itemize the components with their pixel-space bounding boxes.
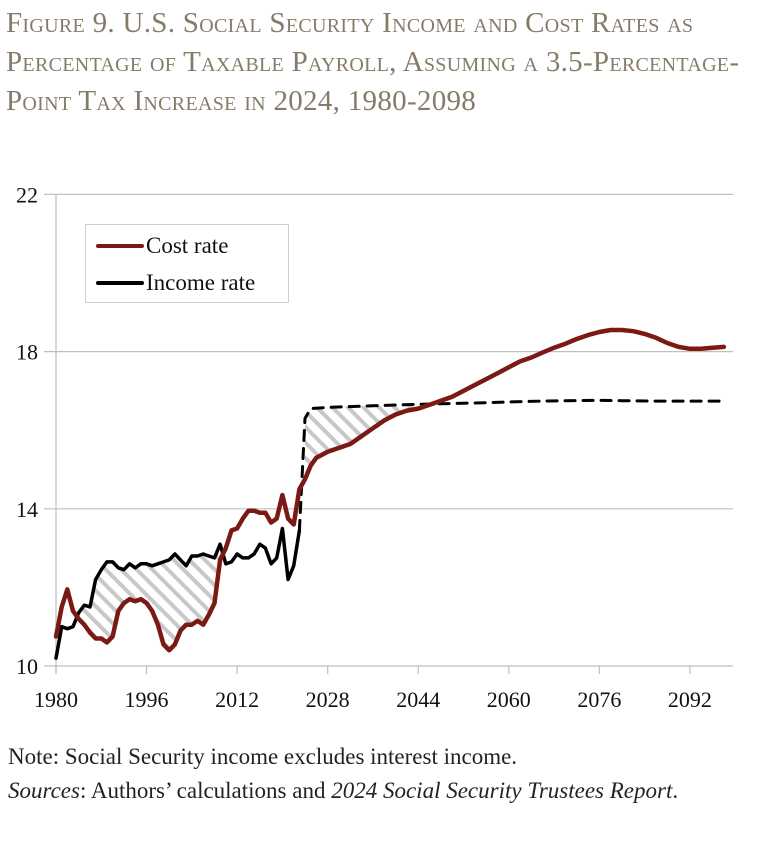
sources-end: . bbox=[672, 778, 679, 803]
chart-title: Figure 9. U.S. Social Security Income an… bbox=[6, 7, 740, 117]
legend-label-cost-rate: Cost rate bbox=[146, 233, 229, 258]
x-tick-label: 2076 bbox=[577, 687, 621, 712]
y-tick-label: 14 bbox=[16, 497, 38, 522]
income-rate-swatch bbox=[96, 281, 144, 285]
sources-text: Sources: Authors’ calculations and 2024 … bbox=[8, 774, 764, 808]
sources-report-title: 2024 Social Security Trustees Report bbox=[331, 778, 673, 803]
note-text: Note: Social Security income excludes in… bbox=[8, 744, 518, 769]
axes bbox=[55, 194, 691, 674]
chart-notes: Note: Social Security income excludes in… bbox=[8, 740, 764, 808]
x-tick-label: 2092 bbox=[668, 687, 712, 712]
hatched-gap-2024-2046 bbox=[305, 404, 430, 480]
cost-rate-swatch bbox=[96, 244, 144, 248]
hatched-areas bbox=[74, 404, 430, 650]
sources-body: : Authors’ calculations and bbox=[79, 778, 332, 803]
y-tick-label: 22 bbox=[16, 182, 38, 207]
series-lines bbox=[53, 327, 727, 660]
tick-labels: 10 14 18 22 1980 1996 2012 2028 2044 2060 2076 2092 bbox=[16, 182, 712, 712]
income-rate-projected-dashed-line bbox=[297, 398, 726, 532]
legend-item-income-rate: Income rate bbox=[96, 268, 255, 298]
y-tick-label: 10 bbox=[16, 654, 38, 679]
x-tick-label: 2044 bbox=[396, 687, 440, 712]
y-tick-label: 18 bbox=[16, 340, 38, 365]
grid-lines bbox=[44, 193, 733, 667]
x-tick-label: 2012 bbox=[215, 687, 259, 712]
x-tick-label: 2060 bbox=[487, 687, 531, 712]
sources-label: Sources bbox=[8, 778, 80, 803]
x-tick-label: 1996 bbox=[125, 687, 169, 712]
legend-item-cost-rate: Cost rate bbox=[96, 231, 228, 261]
x-tick-label: 1980 bbox=[34, 687, 78, 712]
legend-label-income-rate: Income rate bbox=[146, 270, 256, 295]
income-rate-line bbox=[54, 526, 302, 660]
hatched-gap-1983-2009 bbox=[74, 548, 219, 650]
cost-rate-line bbox=[53, 327, 727, 653]
legend: Cost rate Income rate bbox=[85, 224, 289, 303]
x-tick-label: 2028 bbox=[306, 687, 350, 712]
